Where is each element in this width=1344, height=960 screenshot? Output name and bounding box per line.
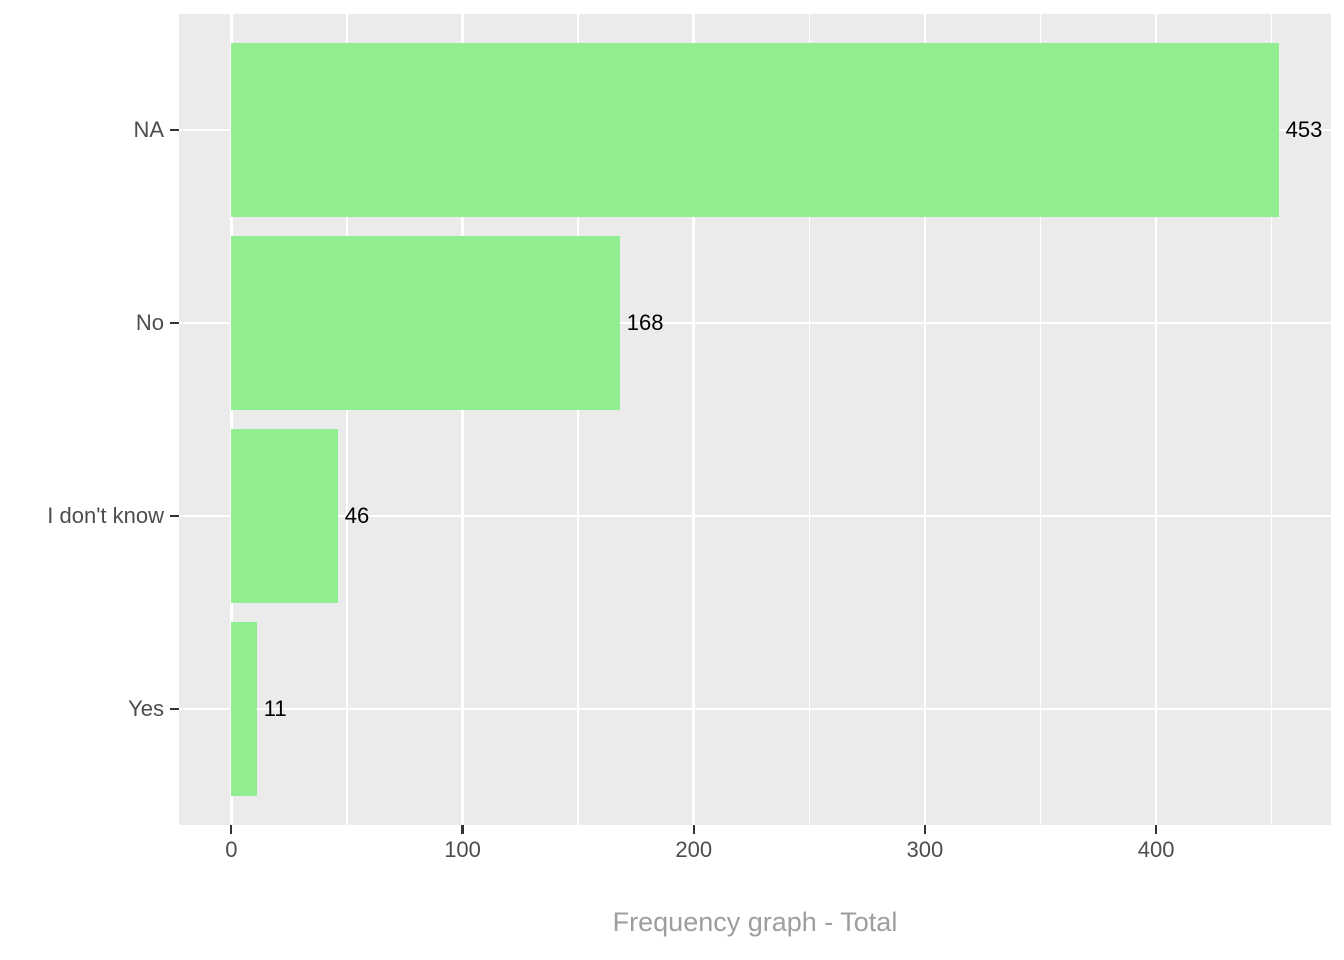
grid-major-vline [230, 14, 233, 825]
grid-minor-vline [577, 14, 579, 825]
x-axis-tick [692, 825, 695, 834]
grid-minor-vline [346, 14, 348, 825]
x-axis-tick [1155, 825, 1158, 834]
grid-major-vline [923, 14, 927, 825]
x-axis-tick-label: 400 [1137, 837, 1175, 862]
grid-minor-vline [1039, 14, 1042, 825]
y-axis-label: I don't know [47, 503, 164, 529]
x-axis-tick-label: 300 [906, 837, 944, 862]
grid-major-vline [1154, 14, 1158, 825]
grid-major-hline [179, 514, 1331, 518]
grid-minor-vline [1270, 14, 1273, 825]
grid-minor-vline [808, 14, 811, 825]
bar-value-label: 46 [344, 503, 370, 529]
x-axis-tick [230, 825, 233, 834]
bar [231, 622, 257, 797]
bar-value-label: 11 [263, 696, 287, 722]
x-axis-tick-label: 200 [675, 837, 713, 862]
bar-value-label: 168 [626, 309, 664, 335]
bar [231, 42, 1279, 217]
bar [231, 429, 338, 603]
grid-major-hline [179, 321, 1331, 325]
plot-panel: 453 168 46 11 [179, 14, 1331, 825]
x-axis-tick-label: 100 [444, 837, 481, 862]
y-axis-tick [170, 321, 179, 325]
bar-value-label: 453 [1285, 116, 1323, 142]
y-axis-label: NA [133, 116, 164, 142]
grid-major-hline [179, 707, 1331, 711]
grid-major-vline [692, 14, 695, 825]
x-axis-tick [461, 825, 464, 834]
grid-major-vline [461, 14, 464, 825]
y-axis-label: No [135, 309, 164, 335]
y-axis-tick [170, 708, 179, 711]
y-axis-tick [170, 128, 179, 131]
x-axis-title: Frequency graph - Total [612, 907, 898, 937]
x-axis-tick-label: 0 [225, 837, 238, 862]
y-axis-tick [170, 514, 179, 518]
y-axis-label: Yes [128, 696, 164, 722]
bar [231, 236, 620, 410]
x-axis-tick [923, 825, 926, 834]
